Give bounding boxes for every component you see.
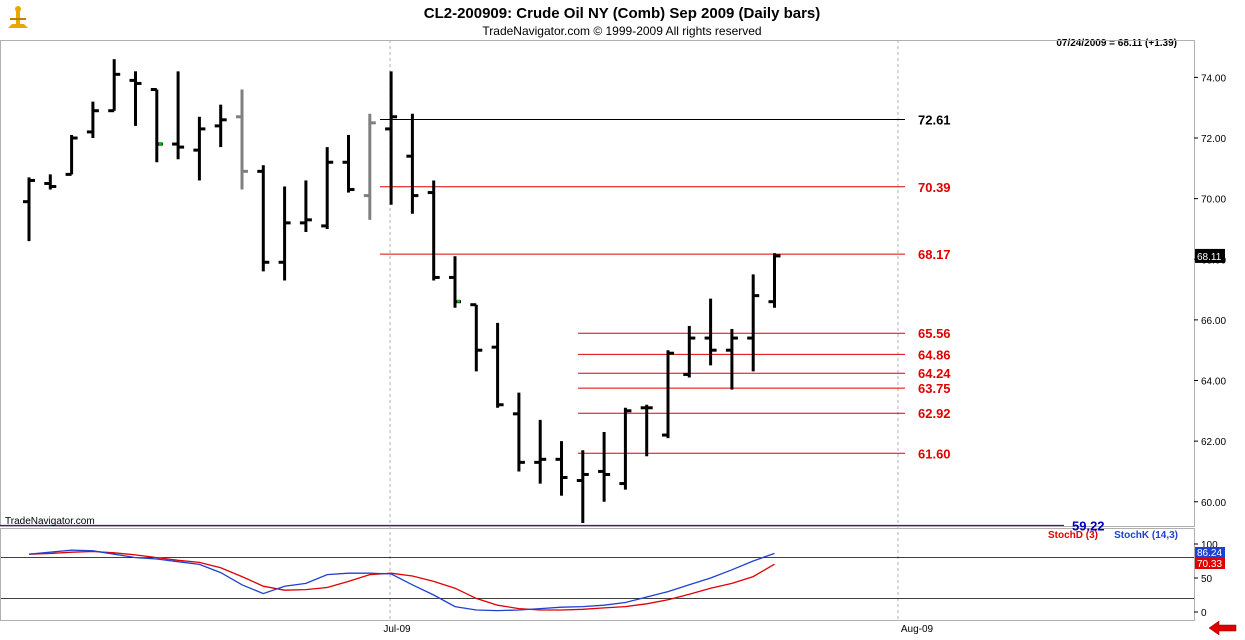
stochd-line xyxy=(28,550,775,611)
x-label-aug: Aug-09 xyxy=(901,624,934,635)
last-price-box xyxy=(1195,248,1225,263)
ohlc-bar xyxy=(129,71,142,126)
legend-stochk: StochK (14,3) xyxy=(1114,530,1178,541)
signal-dot xyxy=(457,299,460,303)
ohlc-bar xyxy=(662,350,674,439)
level-label: 62.92 xyxy=(918,406,951,421)
level-label: 65.56 xyxy=(918,326,951,341)
ohlc-bar xyxy=(640,404,653,457)
ohlc-bar xyxy=(747,274,760,372)
ohlc-bar xyxy=(555,441,568,496)
level-label: 64.24 xyxy=(918,366,951,381)
ohlc-bar xyxy=(470,303,483,372)
ohlc-bar xyxy=(342,134,355,193)
stochd-value-box xyxy=(1195,558,1225,569)
ohlc-bar xyxy=(385,71,398,205)
chart-subtitle: TradeNavigator.com © 1999-2009 All right… xyxy=(482,24,761,38)
ohlc-bar xyxy=(236,89,248,190)
level-label: 61.60 xyxy=(918,446,951,461)
price-y-tick-label: 72.00 xyxy=(1201,134,1226,145)
ohlc-bar xyxy=(23,177,35,242)
ohlc-bar xyxy=(576,450,589,523)
level-label: 72.61 xyxy=(918,113,951,128)
ohlc-bar xyxy=(534,419,547,484)
stochd-value-label: 70.33 xyxy=(1197,559,1222,570)
ohlc-bar xyxy=(619,407,632,490)
price-y-tick-label: 62.00 xyxy=(1201,437,1226,448)
price-y-tick-label: 66.00 xyxy=(1201,316,1226,327)
ohlc-bar xyxy=(512,392,525,472)
stoch-y-tick-label: 50 xyxy=(1201,574,1213,585)
ohlc-bar xyxy=(427,180,440,281)
ohlc-bar xyxy=(598,432,611,502)
chart-title: CL2-200909: Crude Oil NY (Comb) Sep 2009… xyxy=(424,5,821,22)
price-y-tick-label: 60.00 xyxy=(1201,498,1226,509)
ohlc-bar xyxy=(108,59,121,113)
price-y-tick-label: 64.00 xyxy=(1201,377,1226,388)
signal-dot xyxy=(158,142,162,146)
quote-readout: 07/24/2009 = 68.11 (+1.39) xyxy=(1056,38,1177,49)
stochk-value-label: 86.24 xyxy=(1197,548,1222,559)
stoch-y-tick-label: 100 xyxy=(1201,540,1218,551)
ohlc-bar xyxy=(278,186,291,281)
ohlc-bar xyxy=(150,88,163,163)
price-y-tick-label: 70.00 xyxy=(1201,195,1226,206)
level-label: 59.22 xyxy=(1072,518,1105,533)
ohlc-bar xyxy=(193,116,206,181)
ohlc-bar xyxy=(449,256,461,308)
ohlc-bar xyxy=(172,71,185,160)
ohlc-bar xyxy=(768,253,781,308)
stochk-line xyxy=(28,549,775,612)
stochk-value-box xyxy=(1195,547,1225,558)
level-label: 68.17 xyxy=(918,247,951,262)
ohlc-bar xyxy=(299,180,312,232)
price-y-tick-label: 74.00 xyxy=(1201,73,1226,84)
logo-icon xyxy=(8,6,28,28)
stoch-y-tick-label: 0 xyxy=(1201,608,1207,619)
level-label: 63.75 xyxy=(918,381,951,396)
ohlc-bar xyxy=(214,104,227,148)
ohlc-bar xyxy=(65,134,78,176)
ohlc-bar xyxy=(321,147,334,229)
ohlc-bar xyxy=(704,298,717,366)
x-label-jul: Jul-09 xyxy=(383,624,411,635)
legend-stochd: StochD (3) xyxy=(1048,530,1098,541)
ohlc-bar xyxy=(257,165,270,272)
ohlc-bar xyxy=(406,113,419,214)
price-panel-frame xyxy=(0,40,1195,527)
ohlc-bar xyxy=(86,101,99,138)
last-price-label: 68.11 xyxy=(1197,252,1222,263)
ohlc-bar xyxy=(44,174,57,190)
ohlc-bar xyxy=(725,328,738,390)
stoch-panel-frame xyxy=(0,528,1195,621)
ohlc-bar xyxy=(683,325,696,378)
level-label: 64.86 xyxy=(918,347,951,362)
level-label: 70.39 xyxy=(918,180,951,195)
ohlc-bar xyxy=(363,113,376,220)
ohlc-bar xyxy=(491,322,504,408)
scroll-left-arrow-icon[interactable] xyxy=(1208,620,1237,636)
watermark-text: TradeNavigator.com xyxy=(5,516,95,527)
